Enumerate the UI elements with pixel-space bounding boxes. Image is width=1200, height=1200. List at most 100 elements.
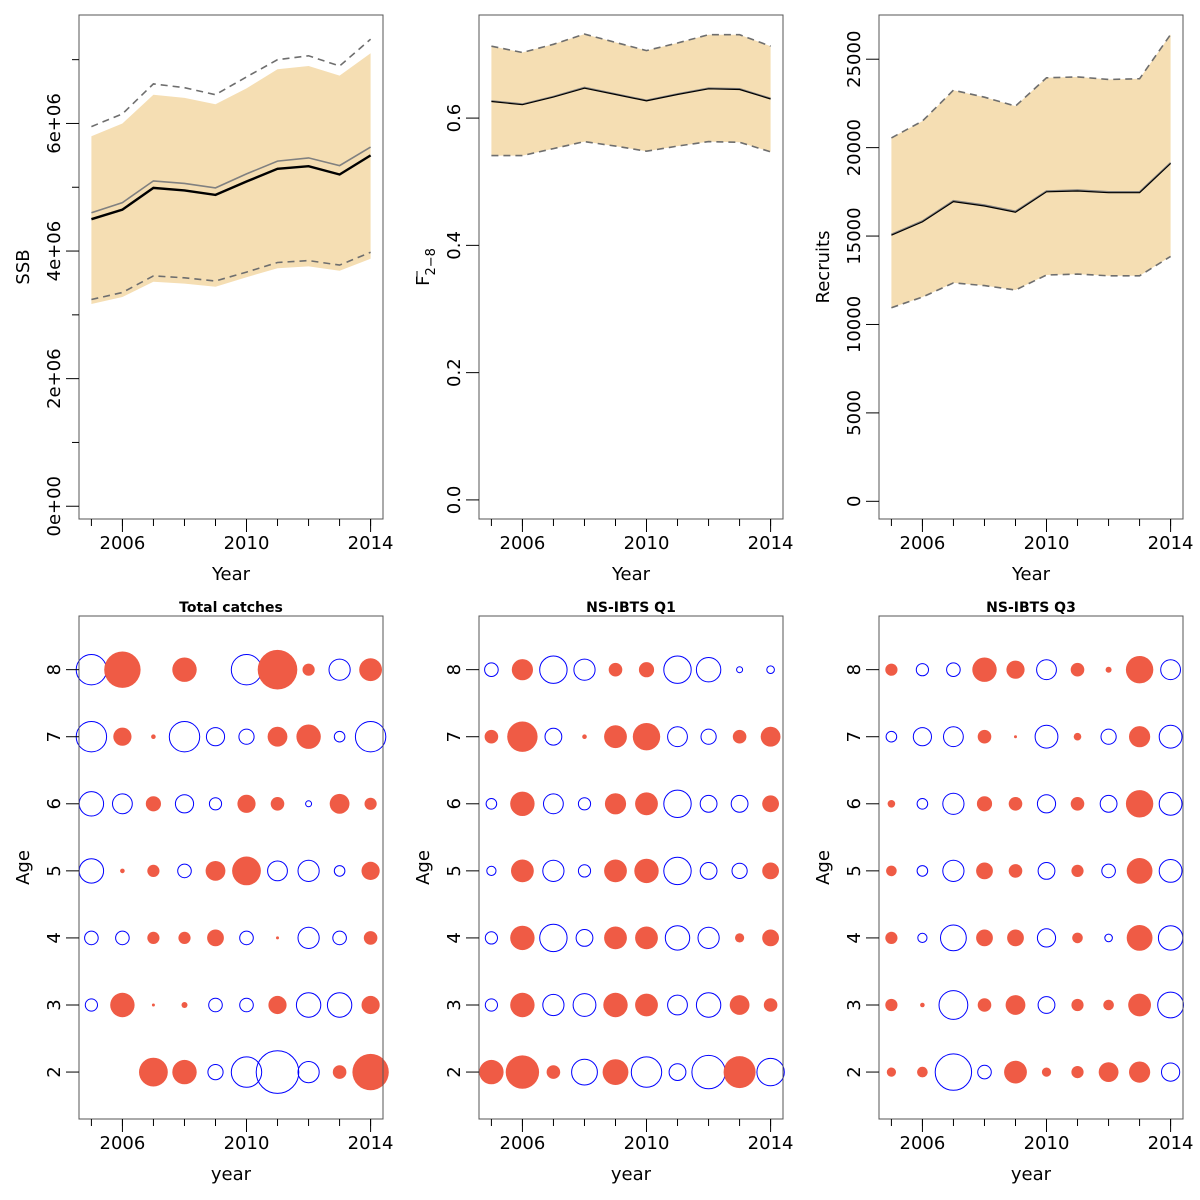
negative-residual-bubble <box>756 1057 785 1087</box>
positive-residual-bubble <box>276 936 279 940</box>
negative-residual-bubble <box>354 721 387 753</box>
positive-residual-bubble <box>603 992 628 1018</box>
y-tick-label: 7 <box>44 731 65 742</box>
positive-residual-bubble <box>638 662 655 678</box>
y-tick-label: 5 <box>444 865 465 876</box>
panel-total_catches: 2006 2010 2014 year 2 3 4 5 6 7 8 Age Total catches <box>13 600 393 1185</box>
negative-residual-bubble <box>484 998 498 1012</box>
negative-residual-bubble <box>730 794 749 813</box>
positive-residual-bubble <box>139 1057 168 1087</box>
y-tick-label: 0.2 <box>444 358 465 387</box>
positive-residual-bubble <box>763 998 778 1012</box>
panel-fbar: 2006 2010 2014 Year 0.0 0.2 0.4 0.6 F2−8 <box>413 14 793 585</box>
positive-residual-bubble <box>172 657 197 682</box>
panel-ssb: 2006 2010 2014 Year 0e+00 2e+06 4e+06 6e+06 SSB <box>13 14 393 585</box>
positive-residual-bubble <box>886 865 897 877</box>
negative-residual-bubble <box>667 726 688 748</box>
negative-residual-bubble <box>75 721 108 753</box>
x-tick-label: 2014 <box>1148 1133 1194 1154</box>
negative-residual-bubble <box>938 990 969 1020</box>
negative-residual-bubble <box>305 800 313 808</box>
positive-residual-bubble <box>634 858 659 884</box>
positive-residual-bubble <box>729 995 750 1015</box>
x-tick-label: 2010 <box>1024 1133 1070 1154</box>
negative-residual-bubble <box>205 727 226 747</box>
positive-residual-bubble <box>604 926 627 950</box>
negative-residual-bubble <box>731 862 748 880</box>
negative-residual-bubble <box>544 727 563 746</box>
negative-residual-bubble <box>174 794 195 814</box>
negative-residual-bubble <box>697 926 720 950</box>
negative-residual-bubble <box>695 992 722 1018</box>
negative-residual-bubble <box>917 932 928 944</box>
confidence-ribbon <box>91 53 371 304</box>
y-tick-label: 7 <box>844 731 865 742</box>
positive-residual-bubble <box>207 929 224 947</box>
positive-residual-bubble <box>1129 1061 1151 1083</box>
positive-residual-bubble <box>364 797 377 810</box>
y-tick-label: 7 <box>444 731 465 742</box>
positive-residual-bubble <box>1071 864 1084 878</box>
negative-residual-bubble <box>1036 928 1057 948</box>
positive-residual-bubble <box>329 793 350 814</box>
negative-residual-bubble <box>238 728 255 745</box>
y-tick-label: 6e+06 <box>44 93 65 154</box>
negative-residual-bubble <box>332 930 347 946</box>
second-estimate-line <box>91 146 372 214</box>
x-tick-label: 2006 <box>900 533 946 554</box>
negative-residual-bubble <box>84 930 99 946</box>
y-tick-label: 4 <box>44 932 65 943</box>
negative-residual-bubble <box>78 858 105 884</box>
positive-residual-bubble <box>363 931 378 945</box>
negative-residual-bubble <box>78 791 105 817</box>
y-axis-label: Recruits <box>813 231 834 304</box>
positive-residual-bubble <box>1126 858 1153 884</box>
negative-residual-bubble <box>484 662 499 678</box>
positive-residual-bubble <box>604 725 627 749</box>
negative-residual-bubble <box>1158 859 1183 883</box>
negative-residual-bubble <box>695 657 722 683</box>
negative-residual-bubble <box>571 1058 598 1086</box>
positive-residual-bubble <box>608 662 623 677</box>
second-estimate-line <box>891 162 1172 236</box>
x-tick-label: 2010 <box>224 533 270 554</box>
negative-residual-bubble <box>912 727 933 747</box>
negative-residual-bubble <box>572 993 597 1017</box>
y-tick-label: 0 <box>844 496 865 507</box>
y-tick-label: 6 <box>44 798 65 809</box>
y-axis-label-subscript: 2−8 <box>424 248 439 275</box>
y-tick-label: 8 <box>44 664 65 675</box>
positive-residual-bubble <box>359 658 382 682</box>
positive-residual-bubble <box>1008 864 1023 878</box>
positive-residual-bubble <box>1014 735 1017 739</box>
x-tick-label: 2006 <box>100 533 146 554</box>
y-tick-label: 4 <box>844 932 865 943</box>
negative-residual-bubble <box>1158 791 1183 816</box>
negative-residual-bubble <box>84 998 99 1012</box>
negative-residual-bubble <box>663 856 692 886</box>
negative-residual-bubble <box>542 993 565 1017</box>
plot-frame <box>78 14 384 520</box>
negative-residual-bubble <box>115 930 130 946</box>
y-tick-label: 4e+06 <box>44 221 65 282</box>
y-tick-label: 15000 <box>844 207 865 264</box>
panel-ns_ibts_q1: 2006 2010 2014 year 2 3 4 5 6 7 8 Age NS-IBTS Q1 <box>413 600 793 1185</box>
negative-residual-bubble <box>1157 925 1184 951</box>
y-axis-label: Age <box>413 850 434 885</box>
y-axis-label: SSB <box>13 249 34 284</box>
positive-residual-bubble <box>885 931 898 945</box>
negative-residual-bubble <box>333 730 346 743</box>
positive-residual-bubble <box>510 992 535 1018</box>
negative-residual-bubble <box>885 730 898 743</box>
negative-residual-bubble <box>486 865 497 877</box>
x-axis-label: year <box>611 1164 652 1185</box>
positive-residual-bubble <box>885 663 898 676</box>
y-tick-label: 0e+00 <box>44 476 65 537</box>
negative-residual-bubble <box>1099 794 1118 813</box>
y-tick-label: 5000 <box>844 390 865 436</box>
positive-residual-bubble <box>237 794 256 813</box>
y-tick-label: 2 <box>44 1066 65 1077</box>
negative-residual-bubble <box>700 728 717 745</box>
negative-residual-bubble <box>230 654 263 686</box>
positive-residual-bubble <box>1071 998 1084 1012</box>
